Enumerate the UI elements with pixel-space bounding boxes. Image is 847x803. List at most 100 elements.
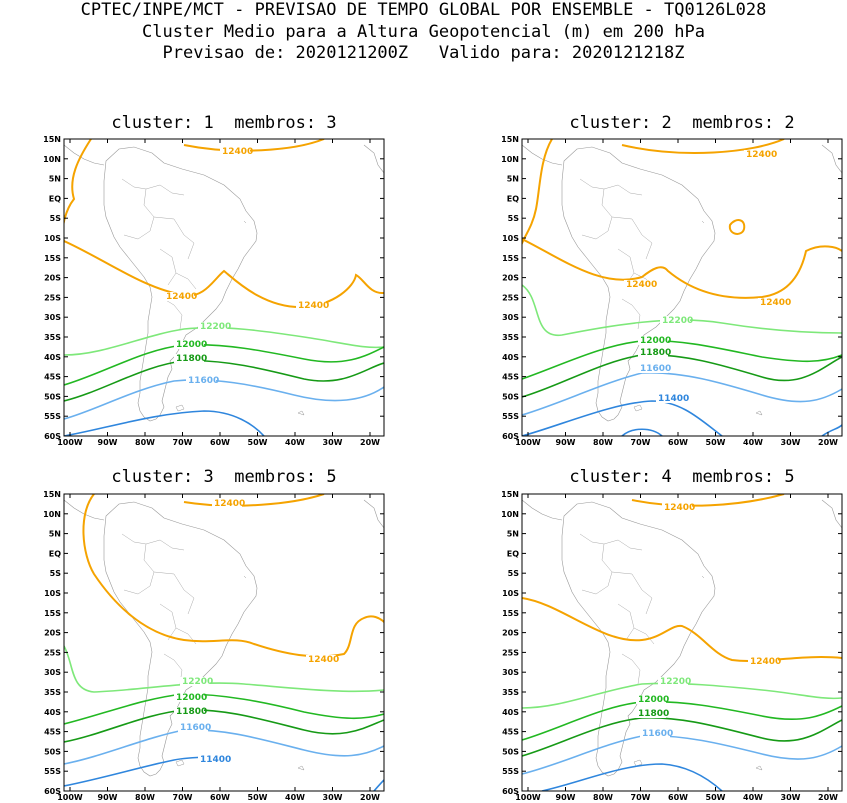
header-line-1: CPTEC/INPE/MCT - PREVISAO DE TEMPO GLOBA… <box>80 0 767 20</box>
lon-tick-label: 60W <box>668 793 688 802</box>
contour-label-12400: 12400 <box>308 655 339 665</box>
contour-11600 <box>522 371 842 416</box>
lat-tick-label: 30S <box>44 668 61 677</box>
lon-tick-label: 30W <box>781 438 801 447</box>
lat-tick-label: 50S <box>502 747 519 756</box>
contour-12400 <box>82 494 384 658</box>
header-line-3: Previsao de: 2020121200Z Valido para: 20… <box>162 43 685 63</box>
contour-11400 <box>821 424 842 436</box>
lon-tick-label: 90W <box>556 793 576 802</box>
contour-label-bg <box>186 376 216 385</box>
contour-label-12400: 12400 <box>746 150 777 160</box>
lat-tick-label: 60S <box>502 432 519 441</box>
contour-12400 <box>728 219 746 235</box>
map-panel-1: 12400 12400 12400 12200 12000 11800 11600 15N 10… <box>43 135 385 447</box>
lat-tick-label: 50S <box>44 392 61 401</box>
lon-tick-label: 80W <box>593 793 613 802</box>
lat-tick-label: 5N <box>507 175 519 184</box>
lat-tick-label: 40S <box>502 708 519 717</box>
contour-label-bg <box>638 364 668 373</box>
lon-tick-label: 50W <box>248 793 268 802</box>
contour-label-12000: 12000 <box>176 693 207 703</box>
lat-tick-label: 30S <box>44 313 61 322</box>
contour-label-11400: 11400 <box>658 394 689 404</box>
map-panel-3: 12400 12400 12200 12000 11800 11600 11400 15N 10… <box>43 490 385 802</box>
contour-label-bg <box>198 322 228 331</box>
panel-title-4: cluster: 4 membros: 5 <box>569 467 795 487</box>
lon-tick-label: 70W <box>631 438 651 447</box>
lat-tick-label: 30S <box>502 313 519 322</box>
contour-label-bg <box>296 301 326 310</box>
contour-label-12400: 12400 <box>166 292 197 302</box>
lat-tick-label: 35S <box>44 333 61 342</box>
panel-title-1: cluster: 1 membros: 3 <box>111 113 337 133</box>
lon-tick-label: 60W <box>668 438 688 447</box>
lon-tick-label: 30W <box>781 793 801 802</box>
lon-tick-label: 40W <box>285 793 305 802</box>
contour-label-12200: 12200 <box>182 677 213 687</box>
contour-label-bg <box>212 499 242 508</box>
contour-11600 <box>64 728 384 765</box>
contour-label-bg <box>198 755 228 764</box>
map-panel-4: 12400 12400 12200 12000 11800 11600 15N 10N 5N EQ… <box>501 490 843 802</box>
contour-label-11600: 11600 <box>640 364 671 374</box>
contour-label-11800: 11800 <box>640 348 671 358</box>
lon-tick-label: 90W <box>98 438 118 447</box>
contour-12400 <box>631 494 785 507</box>
contour-12200 <box>64 645 384 693</box>
lat-tick-label: 60S <box>44 432 61 441</box>
lat-tick-label: 20S <box>502 274 519 283</box>
contour-11400 <box>373 779 384 791</box>
lat-tick-label: 20S <box>502 629 519 638</box>
contour-label-bg <box>636 709 666 718</box>
lon-tick-label: 30W <box>323 793 343 802</box>
lat-tick-label: 5S <box>508 569 520 578</box>
map-panel-2: 12400 12400 12400 12200 12000 11800 11600 11400… <box>501 135 843 447</box>
contour-label-11600: 11600 <box>188 376 219 386</box>
lat-tick-label: 35S <box>44 688 61 697</box>
lat-tick-label: 10S <box>502 234 519 243</box>
map-frame <box>521 493 843 792</box>
lat-tick-label: 10N <box>501 155 519 164</box>
contour-label-bg <box>656 394 686 403</box>
coastline <box>64 499 384 777</box>
lat-tick-label: EQ <box>507 549 519 558</box>
lon-tick-label: 50W <box>248 438 268 447</box>
lat-tick-label: 55S <box>502 412 519 421</box>
lat-tick-label: 40S <box>44 353 61 362</box>
contour-label-bg <box>178 723 208 732</box>
contour-11600 <box>522 734 842 775</box>
lon-tick-label: 20W <box>360 793 380 802</box>
lat-tick-label: 5S <box>50 569 62 578</box>
map-frame <box>521 138 843 437</box>
contour-label-bg <box>636 695 666 704</box>
lon-tick-label: 40W <box>285 438 305 447</box>
lat-tick-label: 10N <box>43 510 61 519</box>
panel-title-2: cluster: 2 membros: 2 <box>569 113 795 133</box>
panel-title-3: cluster: 3 membros: 5 <box>111 467 337 487</box>
contour-label-bg <box>748 657 778 666</box>
lat-tick-label: 25S <box>44 648 61 657</box>
lat-tick-label: 10S <box>44 234 61 243</box>
contour-label-12200: 12200 <box>660 677 691 687</box>
lon-tick-label: 30W <box>323 438 343 447</box>
contour-12400 <box>64 139 92 241</box>
contour-label-bg <box>744 150 774 159</box>
lat-tick-label: 35S <box>502 688 519 697</box>
lon-tick-label: 20W <box>360 438 380 447</box>
contour-label-bg <box>660 316 690 325</box>
lat-tick-label: 10N <box>501 510 519 519</box>
contour-label-bg <box>624 280 654 289</box>
contour-label-12400: 12400 <box>664 503 695 513</box>
contour-12400 <box>183 139 325 152</box>
lon-tick-label: 100W <box>515 793 541 802</box>
contour-label-bg <box>164 292 194 301</box>
contour-12000 <box>522 339 842 380</box>
contour-11400 <box>621 428 663 436</box>
lat-tick-label: 25S <box>502 293 519 302</box>
contour-label-bg <box>658 677 688 686</box>
lon-tick-label: 50W <box>706 438 726 447</box>
lon-tick-label: 80W <box>135 438 155 447</box>
lat-tick-label: 15S <box>44 254 61 263</box>
lon-tick-label: 40W <box>743 438 763 447</box>
